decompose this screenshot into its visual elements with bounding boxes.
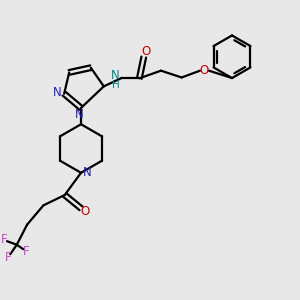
Text: N: N: [75, 108, 84, 121]
Text: N: N: [83, 166, 92, 179]
Text: O: O: [80, 206, 89, 218]
Text: O: O: [200, 64, 209, 77]
Text: F: F: [1, 233, 8, 246]
Text: F: F: [23, 245, 30, 258]
Text: F: F: [5, 251, 12, 264]
Text: N: N: [111, 70, 120, 83]
Text: N: N: [53, 86, 62, 99]
Text: H: H: [112, 80, 119, 90]
Text: O: O: [142, 45, 151, 58]
